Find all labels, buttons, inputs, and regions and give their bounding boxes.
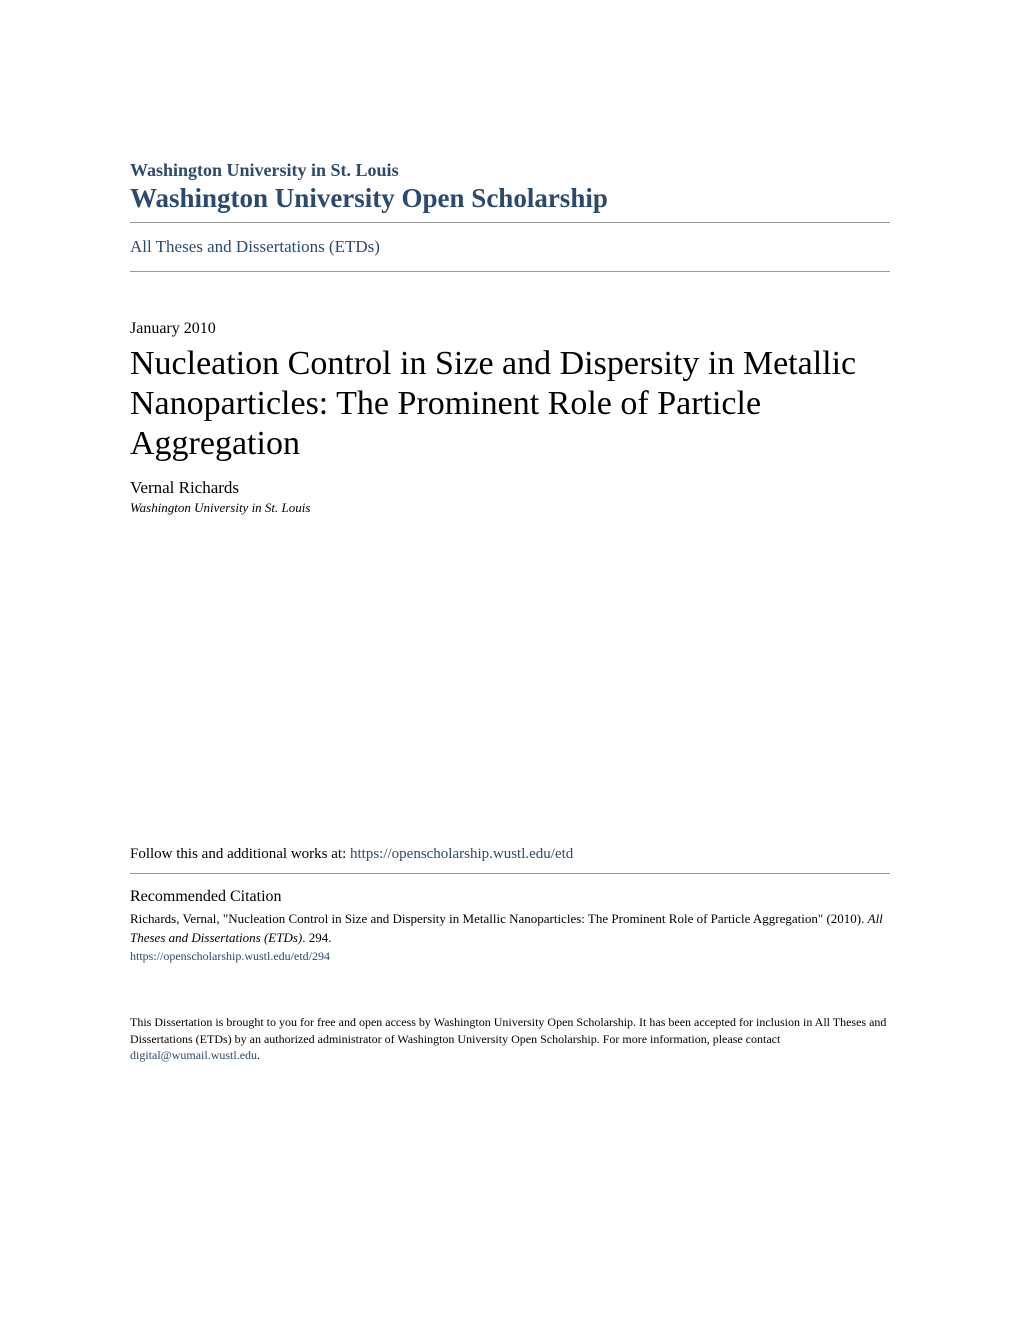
citation-part1: Richards, Vernal, "Nucleation Control in… (130, 911, 868, 926)
publication-date: January 2010 (130, 320, 890, 338)
document-title: Nucleation Control in Size and Dispersit… (130, 344, 890, 464)
collection-link[interactable]: All Theses and Dissertations (ETDs) (130, 237, 890, 257)
divider-top (130, 222, 890, 223)
follow-prefix: Follow this and additional works at: (130, 846, 350, 862)
footer-part1: This Dissertation is brought to you for … (130, 1015, 886, 1046)
repository-name[interactable]: Washington University Open Scholarship (130, 183, 890, 214)
footer-disclaimer: This Dissertation is brought to you for … (130, 1014, 890, 1064)
footer-email[interactable]: digital@wumail.wustl.edu (130, 1048, 257, 1062)
spacer (130, 516, 890, 846)
author-name: Vernal Richards (130, 478, 890, 498)
institution-name: Washington University in St. Louis (130, 160, 890, 181)
citation-heading: Recommended Citation (130, 888, 890, 906)
citation-part2: . 294. (302, 930, 331, 945)
footer-part2: . (257, 1048, 260, 1062)
citation-url[interactable]: https://openscholarship.wustl.edu/etd/29… (130, 949, 890, 964)
citation-text: Richards, Vernal, "Nucleation Control in… (130, 910, 890, 946)
author-affiliation: Washington University in St. Louis (130, 500, 890, 516)
divider-bottom (130, 271, 890, 272)
follow-section: Follow this and additional works at: htt… (130, 846, 890, 863)
follow-url[interactable]: https://openscholarship.wustl.edu/etd (350, 846, 573, 862)
divider-citation (130, 873, 890, 874)
